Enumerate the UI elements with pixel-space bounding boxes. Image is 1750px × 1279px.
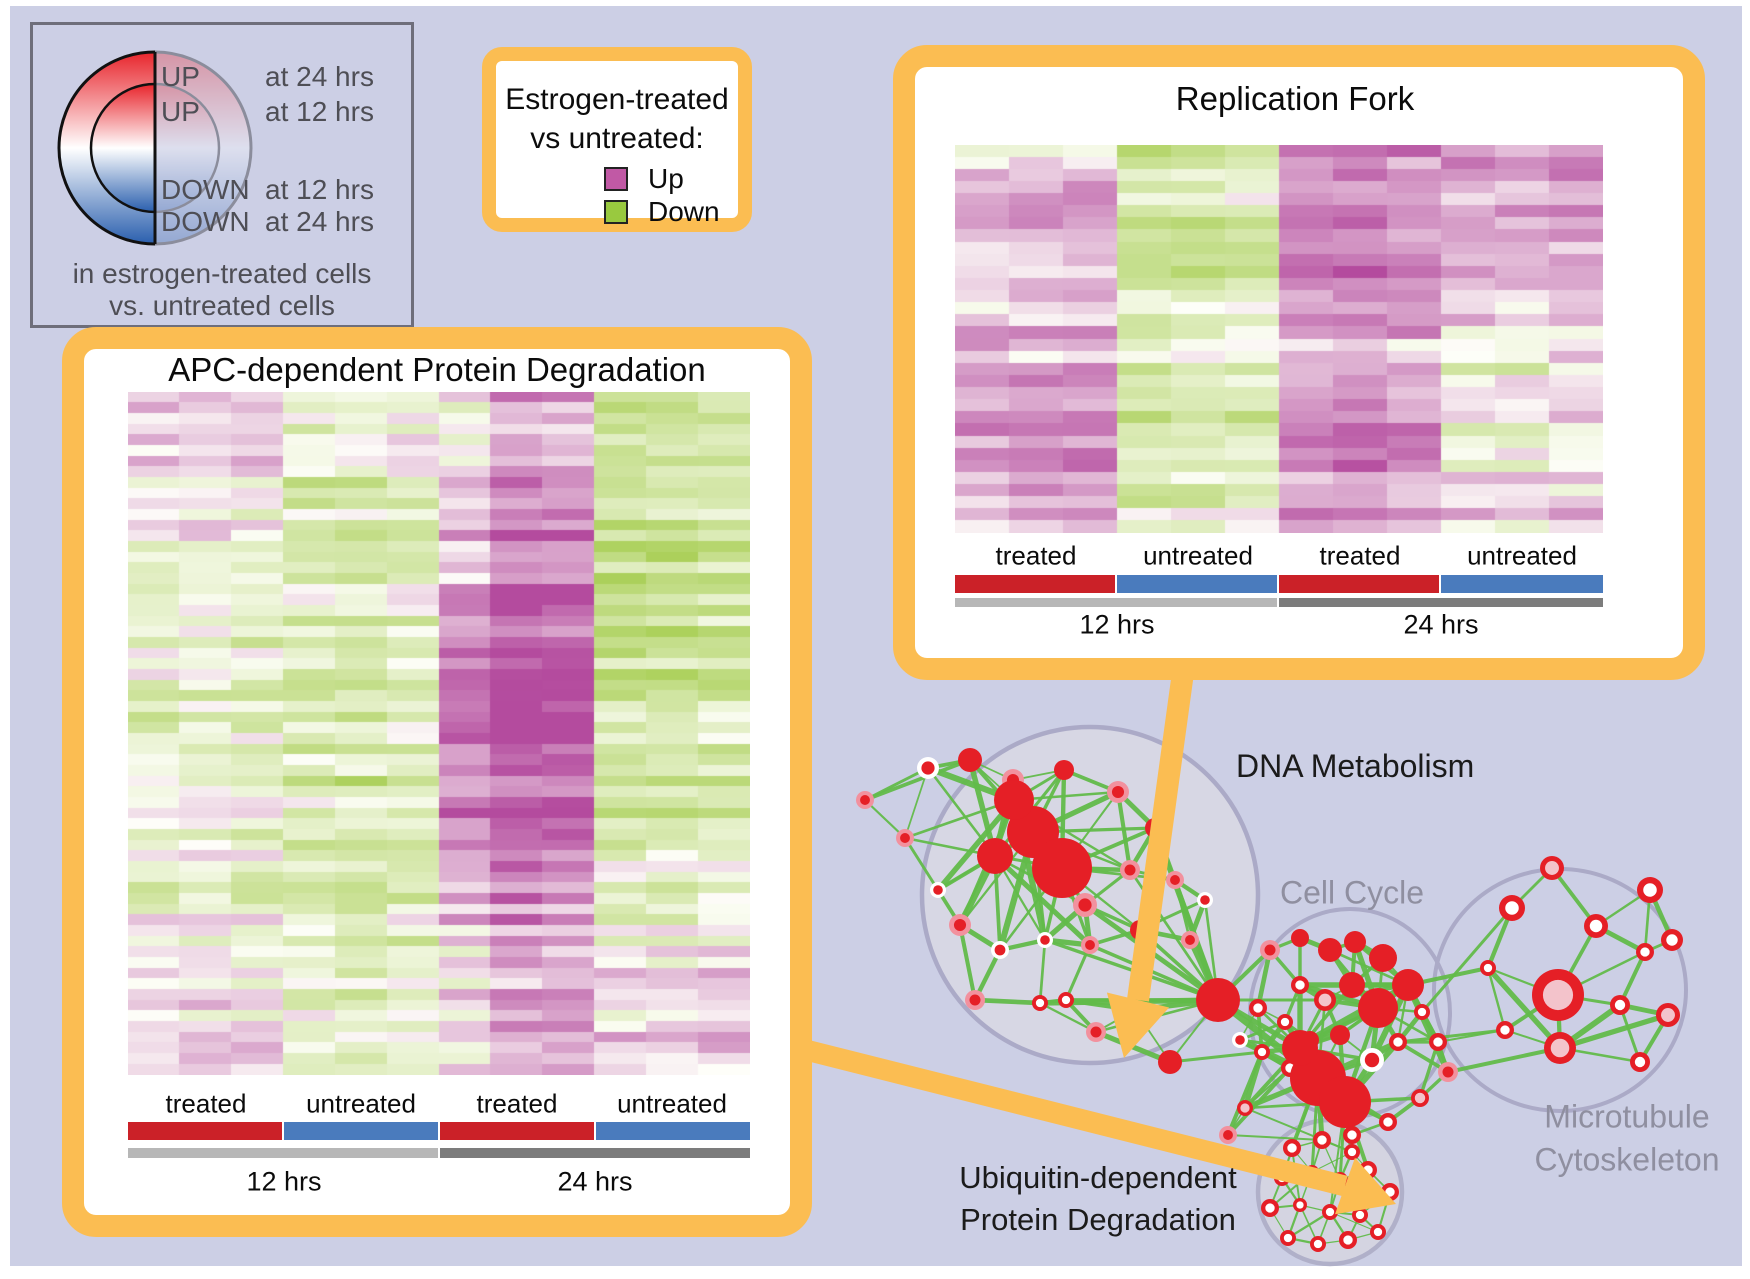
key-legend-footer-line1: in estrogen-treated cells — [72, 258, 372, 289]
rf-untreated-bar — [1441, 575, 1603, 593]
cluster-label-dna-metabolism: DNA Metabolism — [1236, 748, 1475, 784]
rf-24hr-bar — [1279, 598, 1603, 607]
direction-label: DOWN — [161, 206, 250, 237]
estrogen-color-legend: Estrogen-treated vs untreated: Up Down — [482, 47, 752, 232]
time-label: at 24 hrs — [265, 61, 374, 92]
apc-untreated-bar — [284, 1122, 438, 1140]
rf-12hr-label: 12 hrs — [1079, 609, 1155, 640]
apc-condition-label: treated — [165, 1088, 247, 1119]
rf-treated-bar — [1279, 575, 1439, 593]
down-color-swatch — [604, 200, 628, 224]
replication-fork-heatmap-canvas — [955, 145, 1603, 533]
cluster-label-cell-cycle: Cell Cycle — [1279, 874, 1425, 911]
rf-treated-bar — [955, 575, 1115, 593]
apc-24hr-bar — [440, 1148, 750, 1158]
key-legend-box: UP at 24 hrs UP at 12 hrs DOWN at 12 hrs… — [30, 22, 414, 328]
time-label: at 24 hrs — [265, 206, 374, 237]
faded-half-overlay — [155, 44, 259, 252]
time-label: at 12 hrs — [265, 96, 374, 127]
apc-12hr-label: 12 hrs — [246, 1166, 322, 1197]
apc-treated-bar — [128, 1122, 282, 1140]
replication-fork-title: Replication Fork — [1175, 80, 1415, 117]
key-legend-footer-line2: vs. untreated cells — [109, 290, 335, 321]
apc-heatmap-canvas — [128, 392, 750, 1075]
rf-condition-label: treated — [995, 540, 1077, 571]
apc-condition-label: treated — [476, 1088, 558, 1119]
rf-condition-label: untreated — [1467, 540, 1577, 571]
direction-label: UP — [161, 96, 200, 127]
cluster-label-ubiquitin-line1: Ubiquitin-dependent — [959, 1160, 1237, 1195]
rf-condition-label: untreated — [1143, 540, 1253, 571]
up-color-swatch — [604, 167, 628, 191]
rf-12hr-bar — [955, 598, 1277, 607]
apc-24hr-label: 24 hrs — [557, 1166, 633, 1197]
direction-label: DOWN — [161, 174, 250, 205]
apc-12hr-bar — [128, 1148, 438, 1158]
direction-label: UP — [161, 61, 200, 92]
apc-treated-bar — [440, 1122, 594, 1140]
rf-untreated-bar — [1117, 575, 1277, 593]
legend-title-line2: vs untreated: — [530, 122, 704, 155]
rf-condition-label: treated — [1319, 540, 1401, 571]
up-label: Up — [648, 163, 684, 194]
legend-title-line1: Estrogen-treated — [505, 83, 729, 116]
down-label: Down — [648, 196, 720, 227]
cluster-label-ubiquitin-line2: Protein Degradation — [960, 1202, 1236, 1237]
apc-condition-label: untreated — [617, 1088, 727, 1119]
up-down-gradient-circles — [57, 44, 259, 252]
apc-condition-label: untreated — [306, 1088, 416, 1119]
apc-panel-title: APC-dependent Protein Degradation — [168, 351, 706, 388]
rf-24hr-label: 24 hrs — [1403, 609, 1479, 640]
cluster-label-microtubule-line2: Cytoskeleton — [1534, 1141, 1720, 1178]
apc-untreated-bar — [596, 1122, 750, 1140]
time-label: at 12 hrs — [265, 174, 374, 205]
cluster-label-microtubule-line1: Microtubule — [1544, 1098, 1710, 1135]
